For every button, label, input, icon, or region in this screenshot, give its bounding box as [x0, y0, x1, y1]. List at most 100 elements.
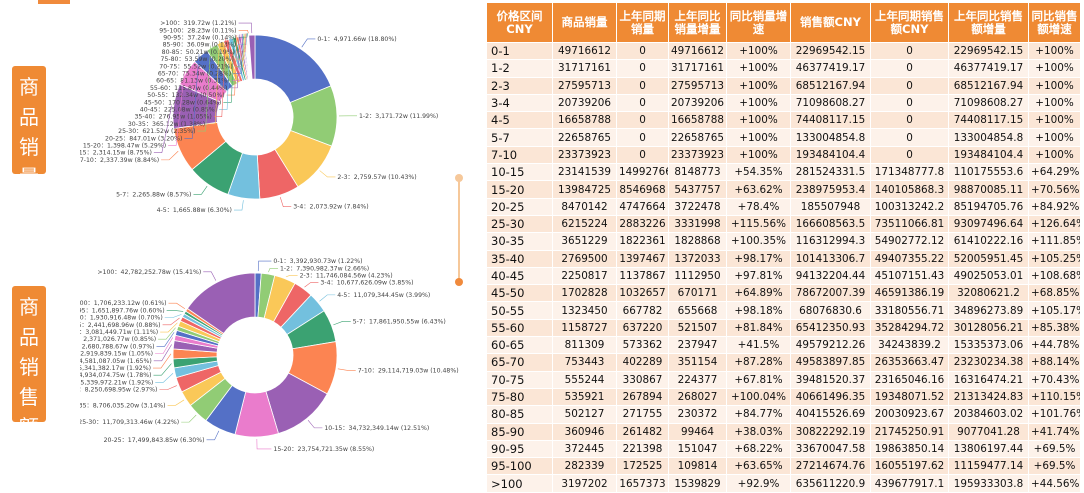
donut2-label: 10-15：34,732,349.14w (12.51%) [324, 425, 429, 432]
table-cell: 27595713 [553, 77, 617, 94]
donut2-leader-line [154, 344, 172, 360]
table-cell: 351154 [669, 354, 727, 371]
table-cell: 0 [617, 146, 669, 163]
table-cell: +97.81% [727, 267, 791, 284]
table-cell: 3651229 [553, 233, 617, 250]
table-cell: 521507 [669, 319, 727, 336]
table-cell: +68.22% [727, 440, 791, 457]
table-cell: +98.18% [727, 302, 791, 319]
table-cell: 14992766 [617, 164, 669, 181]
donut1-leader-line [239, 30, 249, 33]
table-cell: +84.77% [727, 406, 791, 423]
donut1-leader-line [320, 171, 336, 177]
table-cell: 71098608.27 [791, 94, 871, 111]
table-cell: 1323450 [553, 302, 617, 319]
donut1-label: 80-85：50.21w (0.19%) [162, 49, 235, 56]
table-cell: +100.35% [727, 233, 791, 250]
table-cell: 555244 [553, 371, 617, 388]
table-cell: +63.62% [727, 181, 791, 198]
table-cell: +44.78% [1029, 337, 1081, 354]
donut1-label: 25-30：621.52w (2.35%) [118, 128, 195, 135]
table-cell: +100% [1029, 129, 1081, 146]
price-range-cell: 85-90 [487, 423, 553, 440]
table-cell: 811309 [553, 337, 617, 354]
table-cell: 6215224 [553, 215, 617, 232]
donut2-leader-line [159, 386, 176, 390]
donut2-label: 4-5：11,079,344.45w (3.99%) [337, 292, 430, 299]
table-cell: 109814 [669, 458, 727, 475]
price-range-cell: 2-3 [487, 77, 553, 94]
table-cell: 193484104.4 [949, 146, 1029, 163]
table-cell: +100% [727, 112, 791, 129]
table-cell: 99464 [669, 423, 727, 440]
donut1-label: 5-7：2,265.88w (8.57%) [116, 191, 191, 198]
donut2-label: 5-7：17,861,950.55w (6.43%) [353, 318, 446, 325]
table-cell: 151047 [669, 440, 727, 457]
table-cell: +64.29% [1029, 164, 1081, 181]
table-cell: 0 [617, 60, 669, 77]
table-cell: 19863850.14 [871, 440, 949, 457]
table-header-cell: 销售额CNY [791, 3, 871, 43]
table-cell: 27214674.76 [791, 458, 871, 475]
table-cell: 78672007.39 [791, 285, 871, 302]
donut1-label: 50-55：132.34w (0.50%) [147, 92, 224, 99]
table-cell: 166608563.5 [791, 215, 871, 232]
price-range-cell: 70-75 [487, 371, 553, 388]
donut2-leader-line [163, 318, 180, 325]
table-cell: 46591386.19 [871, 285, 949, 302]
table-cell: 0 [617, 43, 669, 60]
donut2-label: 20-25：17,499,843.85w (6.30%) [104, 437, 205, 444]
donut2-label: 45-50：4,934,074.75w (1.78%) [80, 372, 151, 379]
price-range-cell: 20-25 [487, 198, 553, 215]
donut1-label: 20-25：847.01w (3.20%) [105, 135, 182, 142]
table-cell: 133004854.8 [949, 129, 1029, 146]
table-cell: 237947 [669, 337, 727, 354]
table-cell: 27595713 [669, 77, 727, 94]
table-cell: +100% [1029, 77, 1081, 94]
donut2-leader-line [286, 275, 298, 276]
table-cell: 31717161 [553, 60, 617, 77]
table-cell: +87.28% [727, 354, 791, 371]
table-cell: +78.4% [727, 198, 791, 215]
table-cell: 54902772.12 [871, 233, 949, 250]
table-header-cell: 同比销量增速 [727, 3, 791, 43]
table-cell: 1539829 [669, 475, 727, 492]
price-range-cell: 50-55 [487, 302, 553, 319]
table-cell: 11159477.14 [949, 458, 1029, 475]
donut2-label: 1-2：7,390,982.37w (2.66%) [280, 265, 369, 272]
price-range-cell: 65-70 [487, 354, 553, 371]
table-cell: +110.15% [1029, 388, 1081, 405]
table-cell: 0 [617, 77, 669, 94]
sales-amount-donut-chart: 0-1：3,392,930.73w (1.22%)1-2：7,390,982.3… [80, 240, 460, 470]
table-cell: +100% [727, 94, 791, 111]
table-header-cell: 上年同比销量增量 [669, 3, 727, 43]
table-cell: 73511066.81 [871, 215, 949, 232]
table-cell: 15335373.06 [949, 337, 1029, 354]
donut2-leader-line [268, 268, 278, 272]
table-cell: 372445 [553, 440, 617, 457]
table-cell: 635611220.9 [791, 475, 871, 492]
table-cell: 22658765 [553, 129, 617, 146]
table-cell: +41.5% [727, 337, 791, 354]
table-cell: 0 [617, 112, 669, 129]
table-cell: 195933303.8 [949, 475, 1029, 492]
table-cell: 2769500 [553, 250, 617, 267]
table-cell: 85194705.76 [949, 198, 1029, 215]
price-range-cell: 40-45 [487, 267, 553, 284]
table-cell: +69.5% [1029, 440, 1081, 457]
table-cell: 8148773 [669, 164, 727, 181]
table-cell: 670171 [669, 285, 727, 302]
table-cell: 23165046.16 [871, 371, 949, 388]
table-cell: +85.38% [1029, 319, 1081, 336]
table-cell: 193484104.4 [791, 146, 871, 163]
table-cell: +44.56% [1029, 475, 1081, 492]
